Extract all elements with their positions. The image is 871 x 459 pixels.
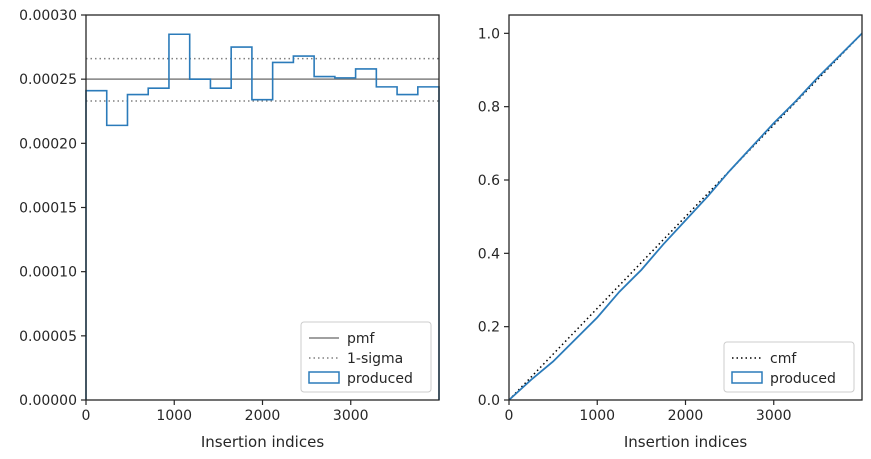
panel-1-y-tick-label: 0.00025 <box>19 72 77 88</box>
panel-1-histogram-step <box>85 33 440 400</box>
panel-2-legend-box <box>723 341 855 393</box>
panel-1-legend-label: pmf <box>347 331 376 347</box>
panel-1-y-tick-label: 0.00000 <box>19 393 77 409</box>
panel-2-legend-label: cmf <box>770 351 797 367</box>
panel-1-legend-label: produced <box>347 371 413 387</box>
panel-1-x-tick-label: 3000 <box>333 408 369 424</box>
panel-2-plot-area <box>508 32 863 401</box>
panel-1-y-tick-label: 0.00015 <box>19 201 77 217</box>
panel-1-legend-label: 1-sigma <box>347 351 403 367</box>
panel-2-y-tick-label: 0.4 <box>478 246 500 262</box>
panel-2-x-tick-label: 3000 <box>756 408 792 424</box>
panel-1-legend-box <box>300 321 432 393</box>
panel-2-y-tick-label: 0.6 <box>478 173 500 189</box>
panel-1-x-axis-label: Insertion indices <box>201 433 324 451</box>
panel-1-x-tick-label: 0 <box>82 408 91 424</box>
panel-1-y-tick-label: 0.00020 <box>19 136 77 152</box>
panel-1-plot-area <box>85 33 440 400</box>
panel-1-x-tick-label: 1000 <box>156 408 192 424</box>
panel-1-y-tick-label: 0.00010 <box>19 265 77 281</box>
panel-1-legend-produced-swatch <box>308 371 340 384</box>
panel-2-x-tick-label: 2000 <box>668 408 704 424</box>
panel-2-y-tick-label: 0.2 <box>478 320 500 336</box>
panel-1-y-tick-label: 0.00005 <box>19 329 77 345</box>
panel-2-legend-label: produced <box>770 371 836 387</box>
panel-2-y-tick-label: 0.0 <box>478 393 500 409</box>
panel-1-x-tick-label: 2000 <box>245 408 281 424</box>
panel-1-y-tick-label: 0.00030 <box>19 8 77 24</box>
panel-2-x-axis-label: Insertion indices <box>624 433 747 451</box>
panel-2-legend-produced-swatch <box>731 371 763 384</box>
panel-2-produced-line <box>508 32 863 401</box>
panel-2-y-tick-label: 1.0 <box>478 26 500 42</box>
panel-2-x-tick-label: 0 <box>505 408 514 424</box>
panel-2-x-tick-label: 1000 <box>579 408 615 424</box>
panel-2-y-tick-label: 0.8 <box>478 100 500 116</box>
